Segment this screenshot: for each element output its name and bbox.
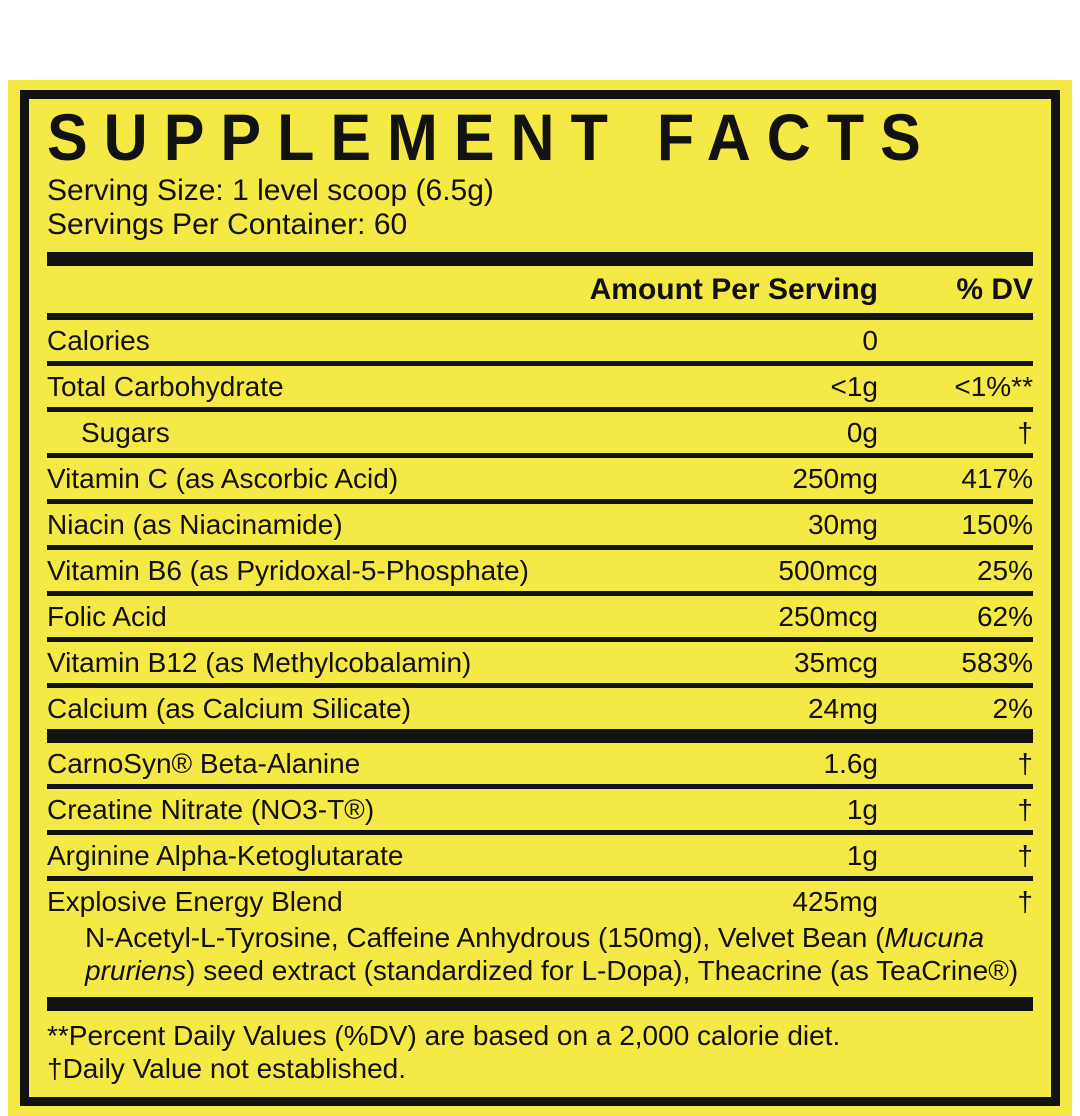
nutrient-dv: † [1017,885,1033,917]
nutrient-dv: † [1017,747,1033,779]
nutrient-name: Folic Acid [47,600,167,632]
nutrient-amount: 1g [846,839,878,871]
nutrient-dv: 150% [961,508,1033,540]
nutrient-name: Arginine Alpha-Ketoglutarate [47,839,404,871]
nutrient-row-creatine-nitrate: Creatine Nitrate (NO3-T®) 1g † [47,789,1033,835]
nutrient-amount: 500mcg [778,554,878,586]
nutrient-dv: 62% [976,600,1033,632]
nutrient-name: Vitamin C (as Ascorbic Acid) [47,462,399,494]
nutrient-name: Calcium (as Calcium Silicate) [47,692,412,724]
footnotes: **Percent Daily Values (%DV) are based o… [47,1011,1033,1087]
nutrient-amount: 250mg [792,462,878,494]
footnote-dv-basis: **Percent Daily Values (%DV) are based o… [47,1020,841,1052]
section-divider-middle [47,728,1033,743]
nutrient-amount: 35mcg [793,646,878,678]
nutrient-dv: † [1017,416,1033,448]
label-frame: SUPPLEMENT FACTS Serving Size: 1 level s… [20,90,1060,1107]
nutrient-dv: 583% [961,646,1033,678]
nutrient-row-vitamin-b12: Vitamin B12 (as Methylcobalamin) 35mcg 5… [47,642,1033,688]
nutrient-amount: 0 [862,324,878,356]
nutrient-name: Creatine Nitrate (NO3-T®) [47,793,375,825]
nutrient-row-folic-acid: Folic Acid 250mcg 62% [47,596,1033,642]
nutrient-row-niacin: Niacin (as Niacinamide) 30mg 150% [47,504,1033,550]
nutrient-row-vitamin-b6: Vitamin B6 (as Pyridoxal-5-Phosphate) 50… [47,550,1033,596]
nutrient-dv: 2% [992,692,1033,724]
blend-text-part2: ) seed extract (standardized for L-Dopa)… [186,954,1019,986]
nutrient-row-calories: Calories 0 [47,320,1033,366]
nutrient-amount: 1g [846,793,878,825]
column-header-spacer [47,273,548,307]
nutrient-name: CarnoSyn® Beta-Alanine [47,747,361,779]
column-header-amount: Amount Per Serving [589,272,878,306]
nutrient-amount: 1.6g [823,747,879,779]
energy-blend-ingredients: N-Acetyl-L-Tyrosine, Caffeine Anhydrous … [47,922,1033,998]
nutrient-name: Total Carbohydrate [47,370,284,402]
nutrient-row-sugars: Sugars 0g † [47,412,1033,458]
footnote-not-established: †Daily Value not established. [47,1053,407,1085]
nutrient-row-arginine-akg: Arginine Alpha-Ketoglutarate 1g † [47,835,1033,881]
nutrient-amount: <1g [830,370,879,402]
nutrient-name: Explosive Energy Blend [47,885,343,917]
nutrient-dv: † [1017,793,1033,825]
nutrient-dv: † [1017,839,1033,871]
nutrient-row-beta-alanine: CarnoSyn® Beta-Alanine 1.6g † [47,743,1033,789]
nutrient-name: Vitamin B6 (as Pyridoxal-5-Phosphate) [47,554,529,586]
nutrient-dv: 417% [961,462,1033,494]
nutrient-row-energy-blend: Explosive Energy Blend 425mg † [47,881,1033,922]
label-title: SUPPLEMENT FACTS [47,100,937,175]
nutrient-dv: 25% [976,554,1033,586]
blend-text-latin-name: Mucuna pruriens [85,921,985,986]
blend-text-part1: N-Acetyl-L-Tyrosine, Caffeine Anhydrous … [85,921,885,953]
nutrient-row-calcium: Calcium (as Calcium Silicate) 24mg 2% [47,688,1033,729]
nutrient-amount: 425mg [792,885,878,917]
section-divider-top [47,251,1033,266]
serving-size: Serving Size: 1 level scoop (6.5g) [47,174,494,207]
nutrient-amount: 250mcg [778,600,878,632]
nutrient-name: Sugars [81,416,170,448]
servings-per-container: Servings Per Container: 60 [47,207,408,241]
serving-info: Serving Size: 1 level scoop (6.5g) Servi… [47,174,1033,242]
nutrient-name: Calories [47,324,150,356]
nutrient-name: Vitamin B12 (as Methylcobalamin) [47,646,472,678]
column-header-dv: % DV [956,272,1033,306]
nutrient-row-total-carbohydrate: Total Carbohydrate <1g <1%** [47,366,1033,412]
nutrient-name: Niacin (as Niacinamide) [47,508,343,540]
column-header-row: Amount Per Serving % DV [47,266,1033,320]
nutrient-amount: 24mg [807,692,878,724]
section-divider-bottom [47,997,1033,1012]
nutrient-dv: <1%** [954,370,1033,402]
page: { "label": { "title": "SUPPLEMENT FACTS"… [8,80,1072,1116]
nutrient-amount: 30mg [807,508,878,540]
nutrient-row-vitamin-c: Vitamin C (as Ascorbic Acid) 250mg 417% [47,458,1033,504]
nutrient-amount: 0g [846,416,878,448]
supplement-facts-label: SUPPLEMENT FACTS Serving Size: 1 level s… [8,80,1072,1116]
